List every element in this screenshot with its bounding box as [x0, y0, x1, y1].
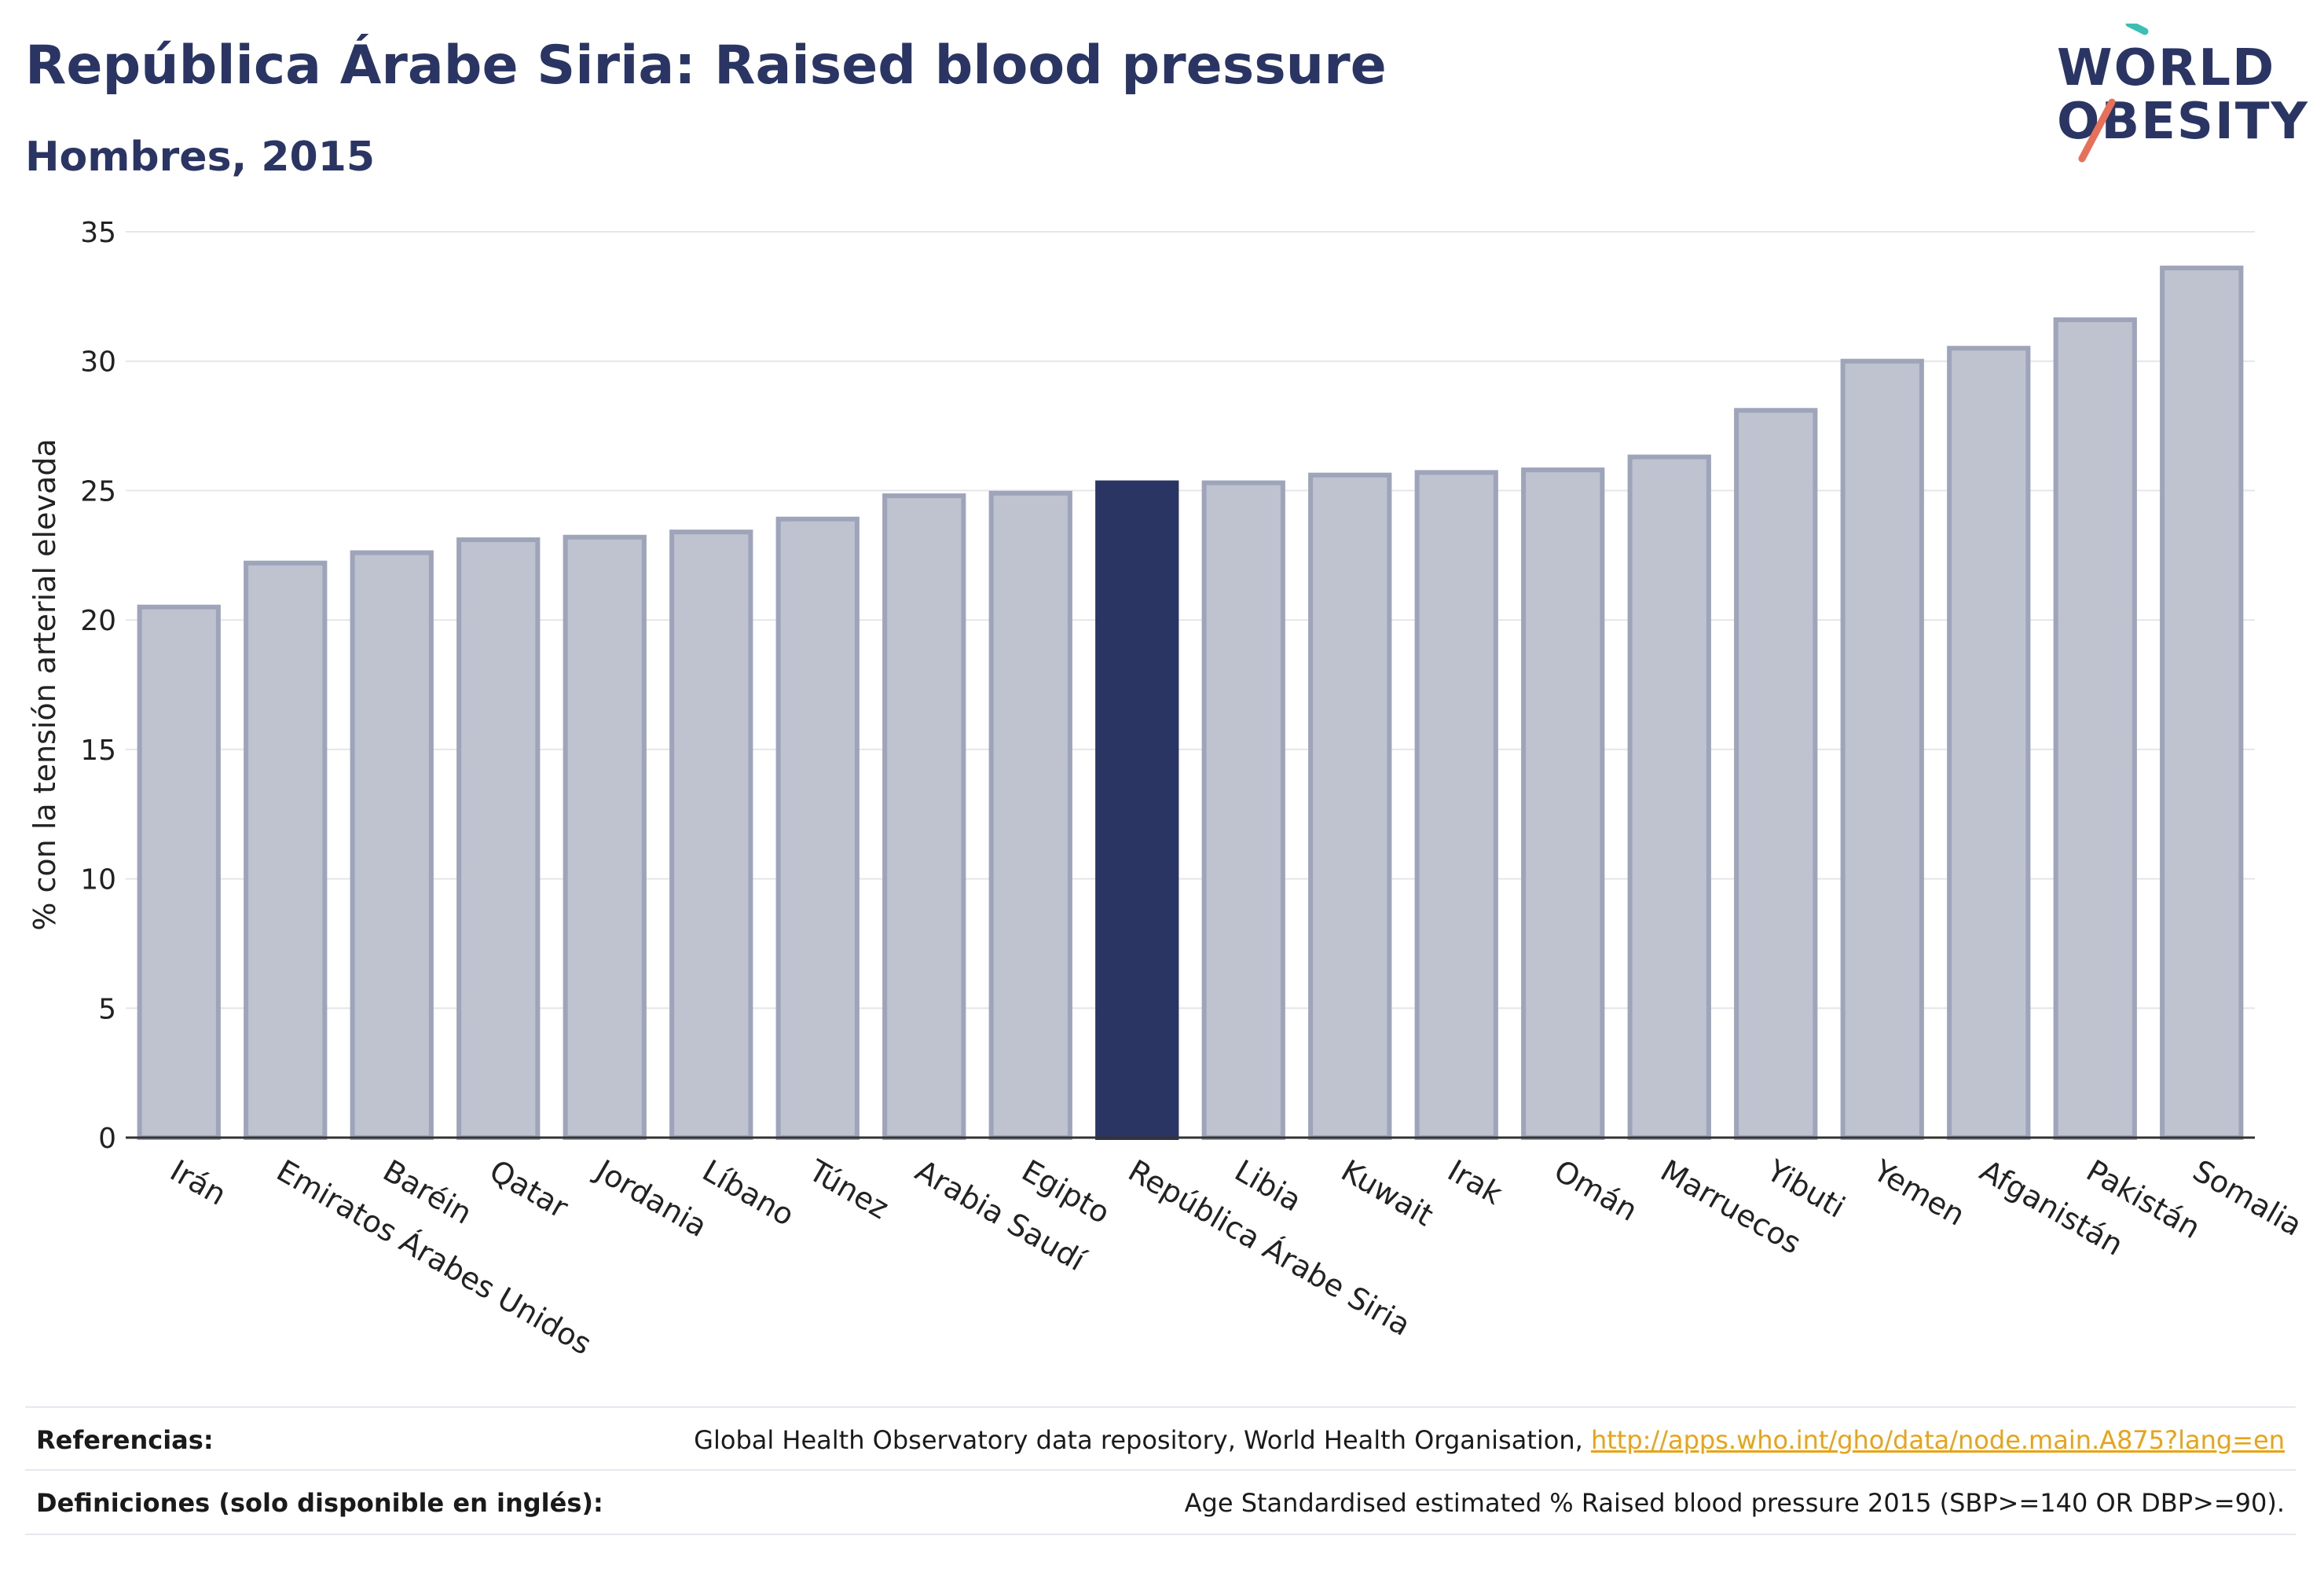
chart-title: República Árabe Siria: Raised blood pres…: [25, 35, 1387, 97]
bar-9: [1095, 480, 1179, 1140]
x-tick-label: Irak: [1442, 1153, 1508, 1211]
x-tick-label: Somalia: [2187, 1153, 2308, 1243]
bar-11: [1308, 472, 1392, 1141]
bar-19: [2160, 266, 2244, 1141]
definitions-label: Definiciones (solo disponible en inglés)…: [36, 1488, 603, 1518]
y-tick-label: 0: [98, 1123, 116, 1155]
references-row: Referencias: Global Health Observatory d…: [25, 1406, 2296, 1471]
bar-12: [1414, 470, 1498, 1140]
world-obesity-logo: WORLD OBESITY: [2051, 24, 2310, 165]
y-tick-label: 35: [80, 217, 116, 249]
bar-3: [456, 537, 541, 1140]
chart-gridlines: [126, 231, 2255, 1138]
y-tick-label: 30: [80, 346, 116, 379]
references-value: Global Health Observatory data repositor…: [694, 1425, 2285, 1455]
y-tick-label: 5: [98, 993, 116, 1025]
definitions-row: Definiciones (solo disponible en inglés)…: [25, 1469, 2296, 1534]
x-tick-label: Jordania: [589, 1153, 713, 1244]
y-tick-label: 15: [80, 735, 116, 767]
bar-13: [1521, 467, 1605, 1140]
chart-subtitle: Hombres, 2015: [25, 134, 376, 181]
bar-18: [2053, 317, 2137, 1140]
bar-8: [988, 490, 1072, 1141]
chart-bars: [137, 266, 2244, 1141]
bar-chart: 0 5 10 15 20 25 30 35 Irán Emiratos Árabes Unido…: [27, 217, 2308, 1362]
x-tick-label: Irán: [164, 1153, 232, 1212]
bar-14: [1627, 454, 1711, 1140]
x-tick-label: Yemen: [1867, 1153, 1970, 1233]
bar-1: [244, 560, 328, 1140]
y-axis-label: % con la tensión arterial elevada: [27, 438, 62, 930]
x-tick-label: Kuwait: [1336, 1153, 1439, 1233]
references-link[interactable]: http://apps.who.int/gho/data/node.main.A…: [1590, 1425, 2285, 1455]
y-axis-ticks: 0 5 10 15 20 25 30 35: [80, 217, 116, 1155]
footer-divider: [25, 1534, 2296, 1535]
bar-15: [1734, 408, 1818, 1140]
x-tick-label: Omán: [1549, 1153, 1644, 1228]
bar-6: [775, 516, 860, 1140]
bar-5: [669, 530, 753, 1140]
logo-word-world: WORLD: [2057, 39, 2276, 97]
bar-10: [1201, 480, 1285, 1140]
x-tick-label: Libia: [1229, 1153, 1307, 1219]
bar-4: [563, 534, 647, 1140]
references-text: Global Health Observatory data repositor…: [694, 1425, 1591, 1455]
x-tick-label: Túnez: [802, 1153, 894, 1226]
definitions-text: Age Standardised estimated % Raised bloo…: [1184, 1488, 2285, 1518]
bar-16: [1840, 358, 1924, 1140]
logo-slash-icon: [2078, 24, 2149, 163]
y-tick-label: 25: [80, 475, 116, 508]
references-label: Referencias:: [36, 1425, 214, 1455]
bar-2: [350, 550, 434, 1140]
bar-0: [137, 604, 221, 1140]
y-tick-label: 20: [80, 605, 116, 637]
x-tick-label: Qatar: [484, 1153, 574, 1226]
y-tick-label: 10: [80, 864, 116, 896]
bar-17: [1947, 346, 2031, 1140]
bar-7: [882, 493, 966, 1140]
x-tick-label: Líbano: [697, 1153, 801, 1233]
